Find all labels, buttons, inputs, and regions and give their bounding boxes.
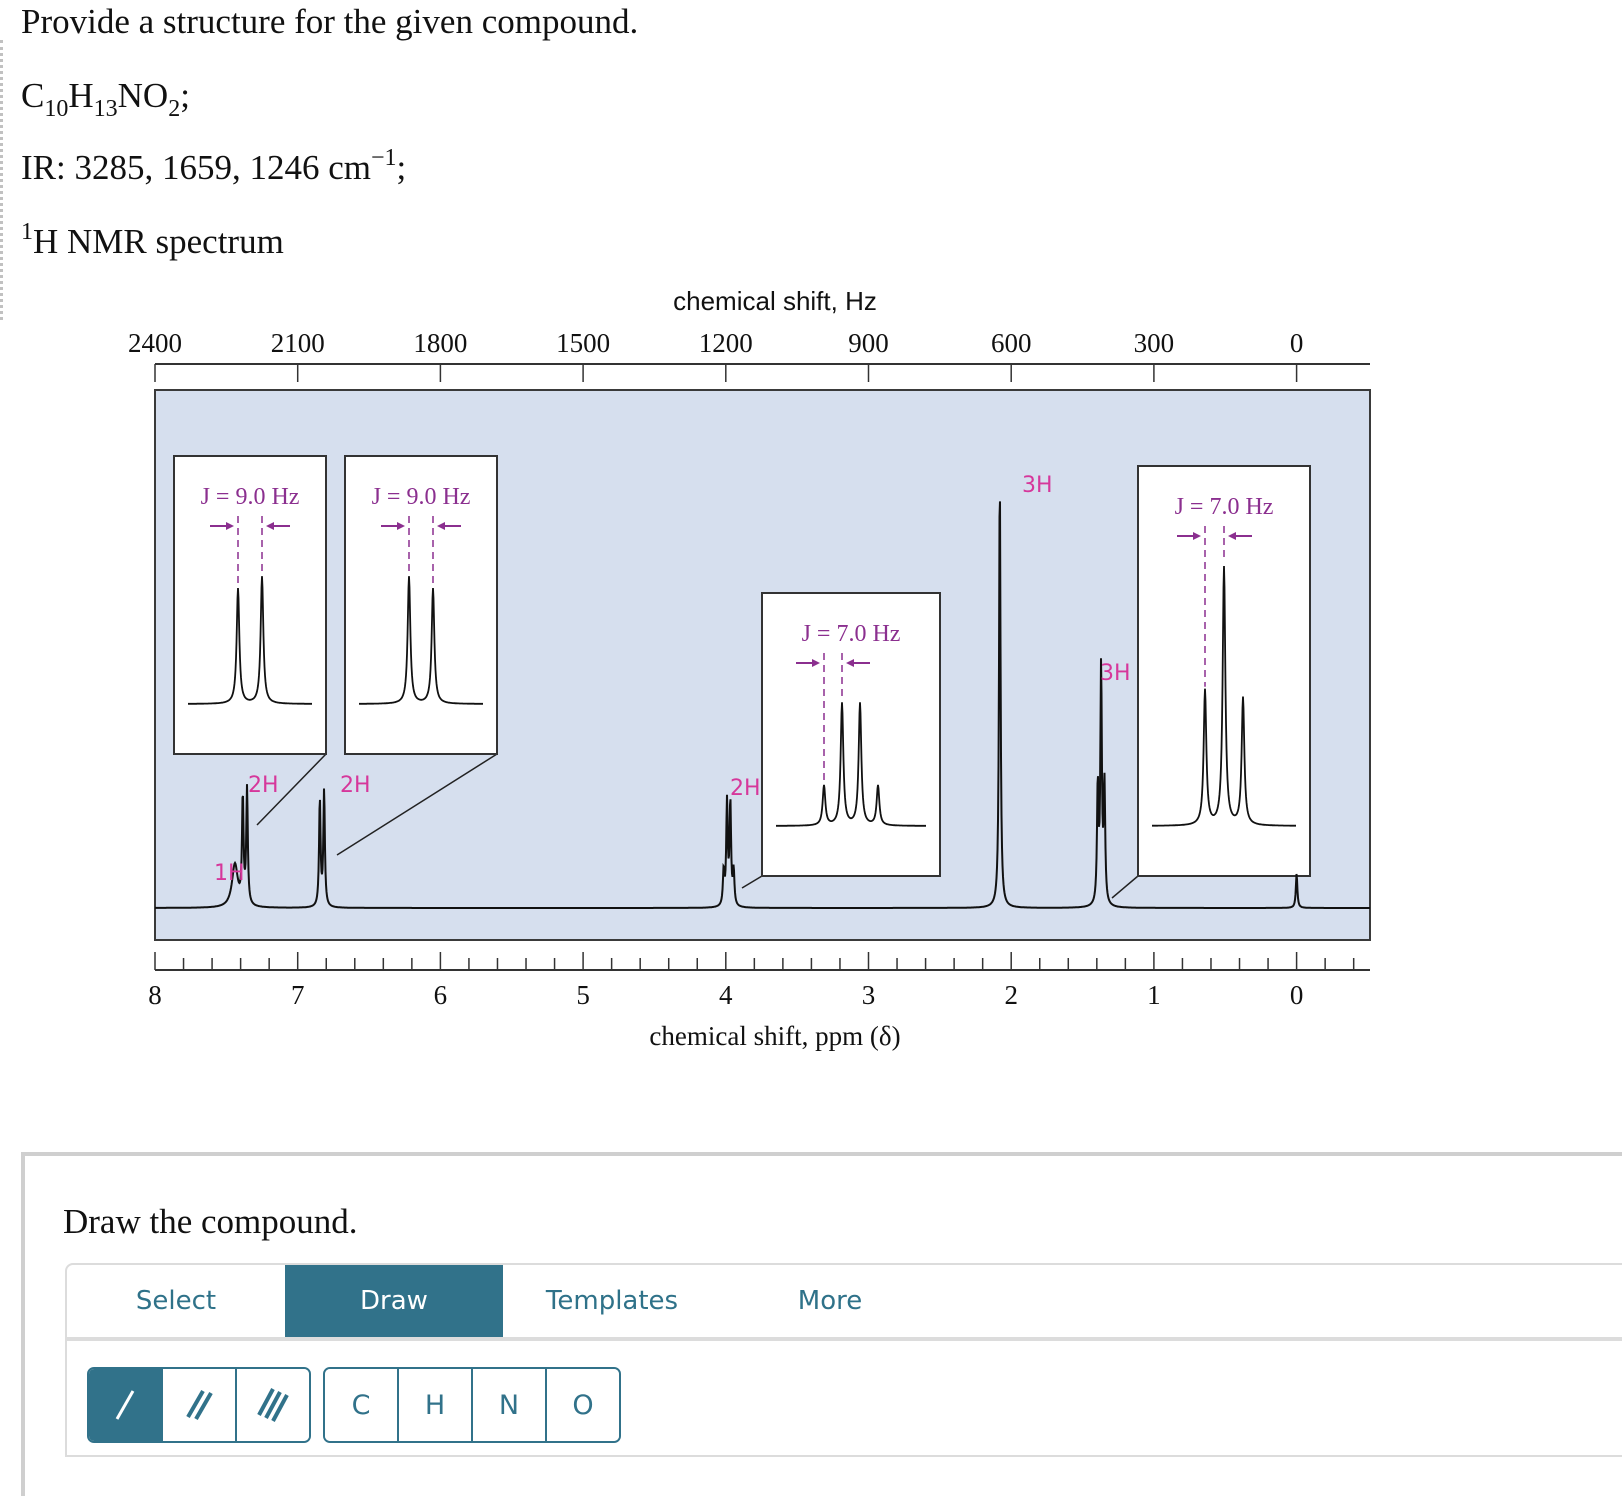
formula-no: NO [117, 76, 169, 115]
hz-tick-label: 0 [1290, 328, 1304, 358]
ir-suffix: ; [396, 148, 407, 187]
draw-panel: Draw the compound. Select Draw Templates… [21, 1152, 1622, 1496]
inset-doublet: J = 9.0 Hz [336, 455, 498, 856]
ppm-tick-label: 8 [148, 980, 162, 1010]
hz-tick-label: 1500 [556, 328, 610, 358]
coupling-constant: J = 7.0 Hz [1175, 494, 1274, 520]
inset-doublet: J = 9.0 Hz [173, 455, 327, 826]
integration-label: 2H [340, 773, 371, 798]
integration-label: 2H [248, 773, 279, 798]
atom-o-button[interactable]: O [545, 1369, 619, 1441]
formula-c: C [21, 76, 45, 115]
single-bond-button[interactable] [89, 1369, 161, 1441]
ppm-tick-label: 4 [719, 980, 733, 1010]
double-bond-icon [186, 1390, 213, 1420]
hz-tick-label: 300 [1134, 328, 1175, 358]
sidebar-strip [0, 40, 9, 320]
draw-title: Draw the compound. [63, 1202, 358, 1241]
tab-more[interactable]: More [797, 1286, 863, 1316]
formula-h: H [68, 76, 94, 115]
integration-labels: 1H 2H 2H 2H 3H 3H [214, 473, 1131, 886]
nmr-heading: 1H NMR spectrum [21, 220, 284, 261]
atom-c-button[interactable]: C [325, 1369, 397, 1441]
bottom-axis-ppm: 8 7 6 5 4 3 2 1 0 [148, 952, 1370, 1010]
atom-n-button[interactable]: N [471, 1369, 545, 1441]
hz-tick-label: 1800 [413, 328, 467, 358]
double-bond-button[interactable] [161, 1369, 235, 1441]
ir-data: IR: 3285, 1659, 1246 cm−1; [21, 146, 407, 187]
single-bond-icon [115, 1390, 135, 1420]
formula-suffix: ; [180, 76, 190, 115]
spectrum-trace [155, 501, 1370, 909]
question-prompt: Provide a structure for the given compou… [21, 2, 639, 41]
ppm-tick-label: 1 [1147, 980, 1161, 1010]
toolbar-tabs: Select Draw Templates More [65, 1263, 1622, 1339]
tab-select[interactable]: Select [135, 1286, 217, 1316]
integration-label: 2H [730, 776, 761, 801]
coupling-constant: J = 9.0 Hz [372, 484, 471, 510]
ppm-tick-label: 2 [1004, 980, 1018, 1010]
formula-o-count: 2 [168, 96, 181, 122]
triple-bond-button[interactable] [235, 1369, 309, 1441]
nmr-spectrum-chart: 2400 2100 1800 1500 1200 900 600 300 0 chemical … [128, 286, 1371, 1051]
ppm-tick-label: 5 [576, 980, 590, 1010]
bond-tools [87, 1367, 311, 1443]
inset-triplet: J = 7.0 Hz [1111, 465, 1311, 899]
ir-label: IR: 3285, 1659, 1246 cm [21, 148, 371, 187]
integration-label: 3H [1022, 473, 1053, 498]
ppm-tick-label: 0 [1290, 980, 1304, 1010]
formula-h-count: 13 [93, 96, 118, 122]
atom-h-button[interactable]: H [397, 1369, 471, 1441]
nmr-label: H NMR spectrum [33, 222, 284, 261]
hz-tick-label: 1200 [699, 328, 753, 358]
integration-label: 3H [1100, 661, 1131, 686]
hz-tick-label: 900 [848, 328, 889, 358]
molecular-formula: C10H13NO2; [21, 76, 190, 121]
ppm-tick-label: 3 [862, 980, 876, 1010]
inset-quartet: J = 7.0 Hz [741, 592, 941, 889]
triple-bond-icon [257, 1388, 289, 1422]
atom-tools: C H N O [323, 1367, 621, 1443]
hz-tick-label: 600 [991, 328, 1032, 358]
formula-c-count: 10 [44, 96, 69, 122]
coupling-constant: J = 9.0 Hz [201, 484, 300, 510]
ppm-tick-label: 7 [291, 980, 305, 1010]
top-axis-hz: 2400 2100 1800 1500 1200 900 600 300 0 [128, 328, 1370, 382]
tool-row: C H N O [65, 1339, 1622, 1457]
insets: J = 9.0 Hz J = 9.0 Hz J = 7.0 Hz J = 7.0 Hz [173, 455, 1311, 899]
ir-exponent: −1 [370, 145, 397, 171]
bottom-axis-label: chemical shift, ppm (δ) [649, 1021, 900, 1051]
nmr-superscript: 1 [21, 219, 33, 245]
coupling-constant: J = 7.0 Hz [802, 621, 901, 647]
tab-templates[interactable]: Templates [545, 1286, 679, 1316]
integration-label: 1H [214, 861, 245, 886]
top-axis-label: chemical shift, Hz [673, 286, 877, 316]
hz-tick-label: 2400 [128, 328, 182, 358]
hz-tick-label: 2100 [271, 328, 325, 358]
tab-draw[interactable]: Draw [285, 1265, 503, 1337]
ppm-tick-label: 6 [434, 980, 448, 1010]
